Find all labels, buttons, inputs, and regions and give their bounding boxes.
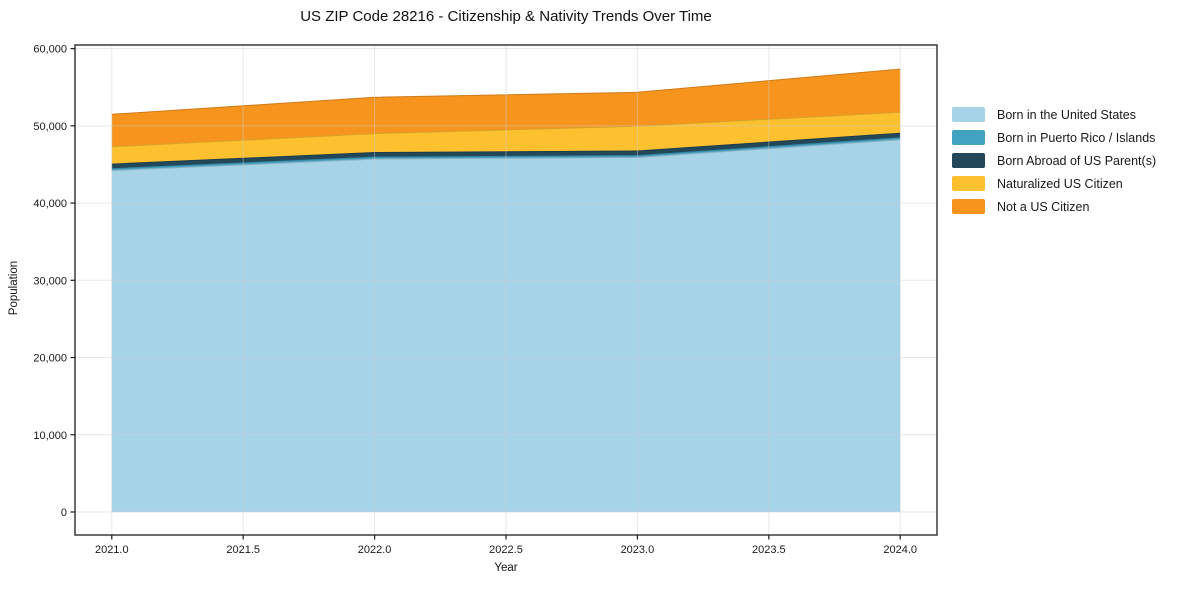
x-tick-label: 2022.0 [358, 544, 392, 556]
x-tick-label: 2023.5 [752, 544, 786, 556]
x-axis-label: Year [494, 562, 518, 574]
legend-swatch [952, 130, 985, 145]
legend-swatch [952, 107, 985, 122]
legend-item: Born in Puerto Rico / Islands [952, 130, 1156, 145]
x-tick-label: 2021.5 [226, 544, 260, 556]
area-edge [111, 139, 901, 172]
legend-swatch [952, 153, 985, 168]
y-tick-label: 60,000 [33, 44, 67, 56]
legend-label: Born in Puerto Rico / Islands [997, 130, 1156, 145]
area-not-a-us-citizen [111, 69, 901, 147]
y-tick-label: 10,000 [33, 430, 67, 442]
area-edge [111, 137, 901, 170]
x-tick-label: 2021.0 [95, 544, 129, 556]
legend-swatch [952, 199, 985, 214]
y-tick-label: 40,000 [33, 198, 67, 210]
y-tick-label: 0 [61, 507, 67, 519]
legend-label: Born Abroad of US Parent(s) [997, 153, 1157, 168]
y-tick-label: 20,000 [33, 353, 67, 365]
area-naturalized-us-citizen [111, 112, 901, 165]
x-tick-label: 2023.0 [621, 544, 655, 556]
area-edge [111, 68, 901, 115]
x-tick-label: 2024.0 [883, 544, 917, 556]
y-tick-label: 30,000 [33, 275, 67, 287]
legend-item: Born in the United States [952, 107, 1156, 122]
legend-label: Naturalized US Citizen [997, 176, 1123, 191]
area-edge [111, 132, 901, 165]
y-axis-label: Population [8, 260, 20, 316]
legend: Born in the United States Born in Puerto … [952, 107, 1156, 222]
legend-item: Naturalized US Citizen [952, 176, 1156, 191]
y-tick-label: 50,000 [33, 121, 67, 133]
area-born-in-the-united-states [111, 139, 901, 513]
legend-item: Born Abroad of US Parent(s) [952, 153, 1156, 168]
legend-swatch [952, 176, 985, 191]
legend-label: Not a US Citizen [997, 199, 1090, 214]
area-edge [111, 111, 901, 148]
legend-item: Not a US Citizen [952, 199, 1156, 214]
chart-title: US ZIP Code 28216 - Citizenship & Nativi… [300, 8, 712, 25]
legend-label: Born in the United States [997, 107, 1136, 122]
x-tick-label: 2022.5 [489, 544, 523, 556]
